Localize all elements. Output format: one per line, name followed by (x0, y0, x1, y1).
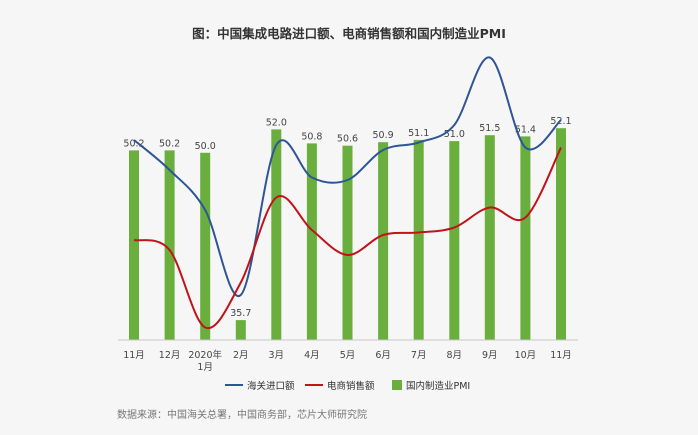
pmi-data-label: 50.9 (373, 130, 394, 141)
legend-label-ecommerce: 电商销售额 (327, 380, 375, 392)
pmi-bar (449, 141, 460, 340)
pmi-bar (413, 139, 424, 340)
x-tick-label: 8月 (447, 350, 463, 361)
pmi-data-label: 51.5 (479, 123, 500, 134)
pmi-bar (520, 136, 531, 340)
x-tick-label: 11月 (550, 350, 572, 361)
pmi-data-label: 51.1 (408, 128, 429, 139)
legend-item-pmi: 国内制造业PMI (392, 380, 470, 392)
pmi-bar (378, 142, 389, 340)
pmi-bar (342, 145, 353, 340)
x-tick-label: 5月 (340, 350, 356, 361)
x-tick-label: 9月 (482, 350, 498, 361)
pmi-data-label: 52.1 (550, 116, 571, 127)
pmi-bar (306, 143, 317, 340)
pmi-data-label: 35.7 (230, 308, 251, 319)
pmi-data-label: 50.8 (301, 131, 322, 142)
legend-swatch-pmi (392, 380, 402, 390)
x-tick-label: 11月 (123, 350, 145, 361)
source-note: 数据来源：中国海关总署，中国商务部，芯片大师研究院 (117, 408, 367, 421)
pmi-data-label: 52.0 (266, 117, 287, 128)
x-tick-label: 3月 (269, 350, 285, 361)
chart-title: 图：中国集成电路进口额、电商销售额和国内制造业PMI (192, 26, 506, 41)
legend-item-import: 海关进口额 (225, 380, 295, 392)
pmi-bar (129, 150, 139, 340)
pmi-bar (164, 150, 175, 340)
x-tick-label: 12月 (159, 350, 181, 361)
x-tick-label: 2020年 1月 (188, 349, 222, 373)
legend-label-import: 海关进口额 (247, 380, 295, 392)
legend-item-ecommerce: 电商销售额 (305, 380, 375, 392)
import-line (133, 56, 562, 297)
x-tick-label: 6月 (375, 350, 391, 361)
pmi-data-label: 50.2 (123, 138, 144, 149)
pmi-bars (129, 128, 566, 340)
pmi-bar (556, 128, 566, 340)
x-tick-label: 4月 (304, 350, 320, 361)
x-tick-label: 7月 (411, 350, 427, 361)
pmi-bar (200, 152, 211, 340)
pmi-bar (235, 320, 246, 340)
legend-label-pmi: 国内制造业PMI (406, 380, 470, 392)
legend: 海关进口额 电商销售额 国内制造业PMI (225, 380, 470, 392)
x-tick-label: 2月 (233, 350, 249, 361)
line-series (133, 56, 562, 330)
x-tick-labels: 11月 12月 2020年 1月 2月 3月 4月 5月 6月 7月 8月 9月 10月 11月 (123, 349, 572, 373)
pmi-data-label: 51.4 (515, 124, 536, 135)
x-tick-label: 10月 (515, 350, 537, 361)
pmi-bar (271, 129, 282, 340)
ecommerce-line (133, 147, 562, 330)
pmi-data-label: 50.0 (195, 141, 216, 152)
pmi-data-labels: 50.2 50.2 50.0 35.7 52.0 50.8 50.6 50.9 51.1 51.0… (123, 116, 571, 319)
pmi-data-label: 50.2 (159, 138, 180, 149)
pmi-bar (484, 135, 495, 340)
pmi-data-label: 51.0 (444, 129, 465, 140)
pmi-data-label: 50.6 (337, 134, 358, 145)
